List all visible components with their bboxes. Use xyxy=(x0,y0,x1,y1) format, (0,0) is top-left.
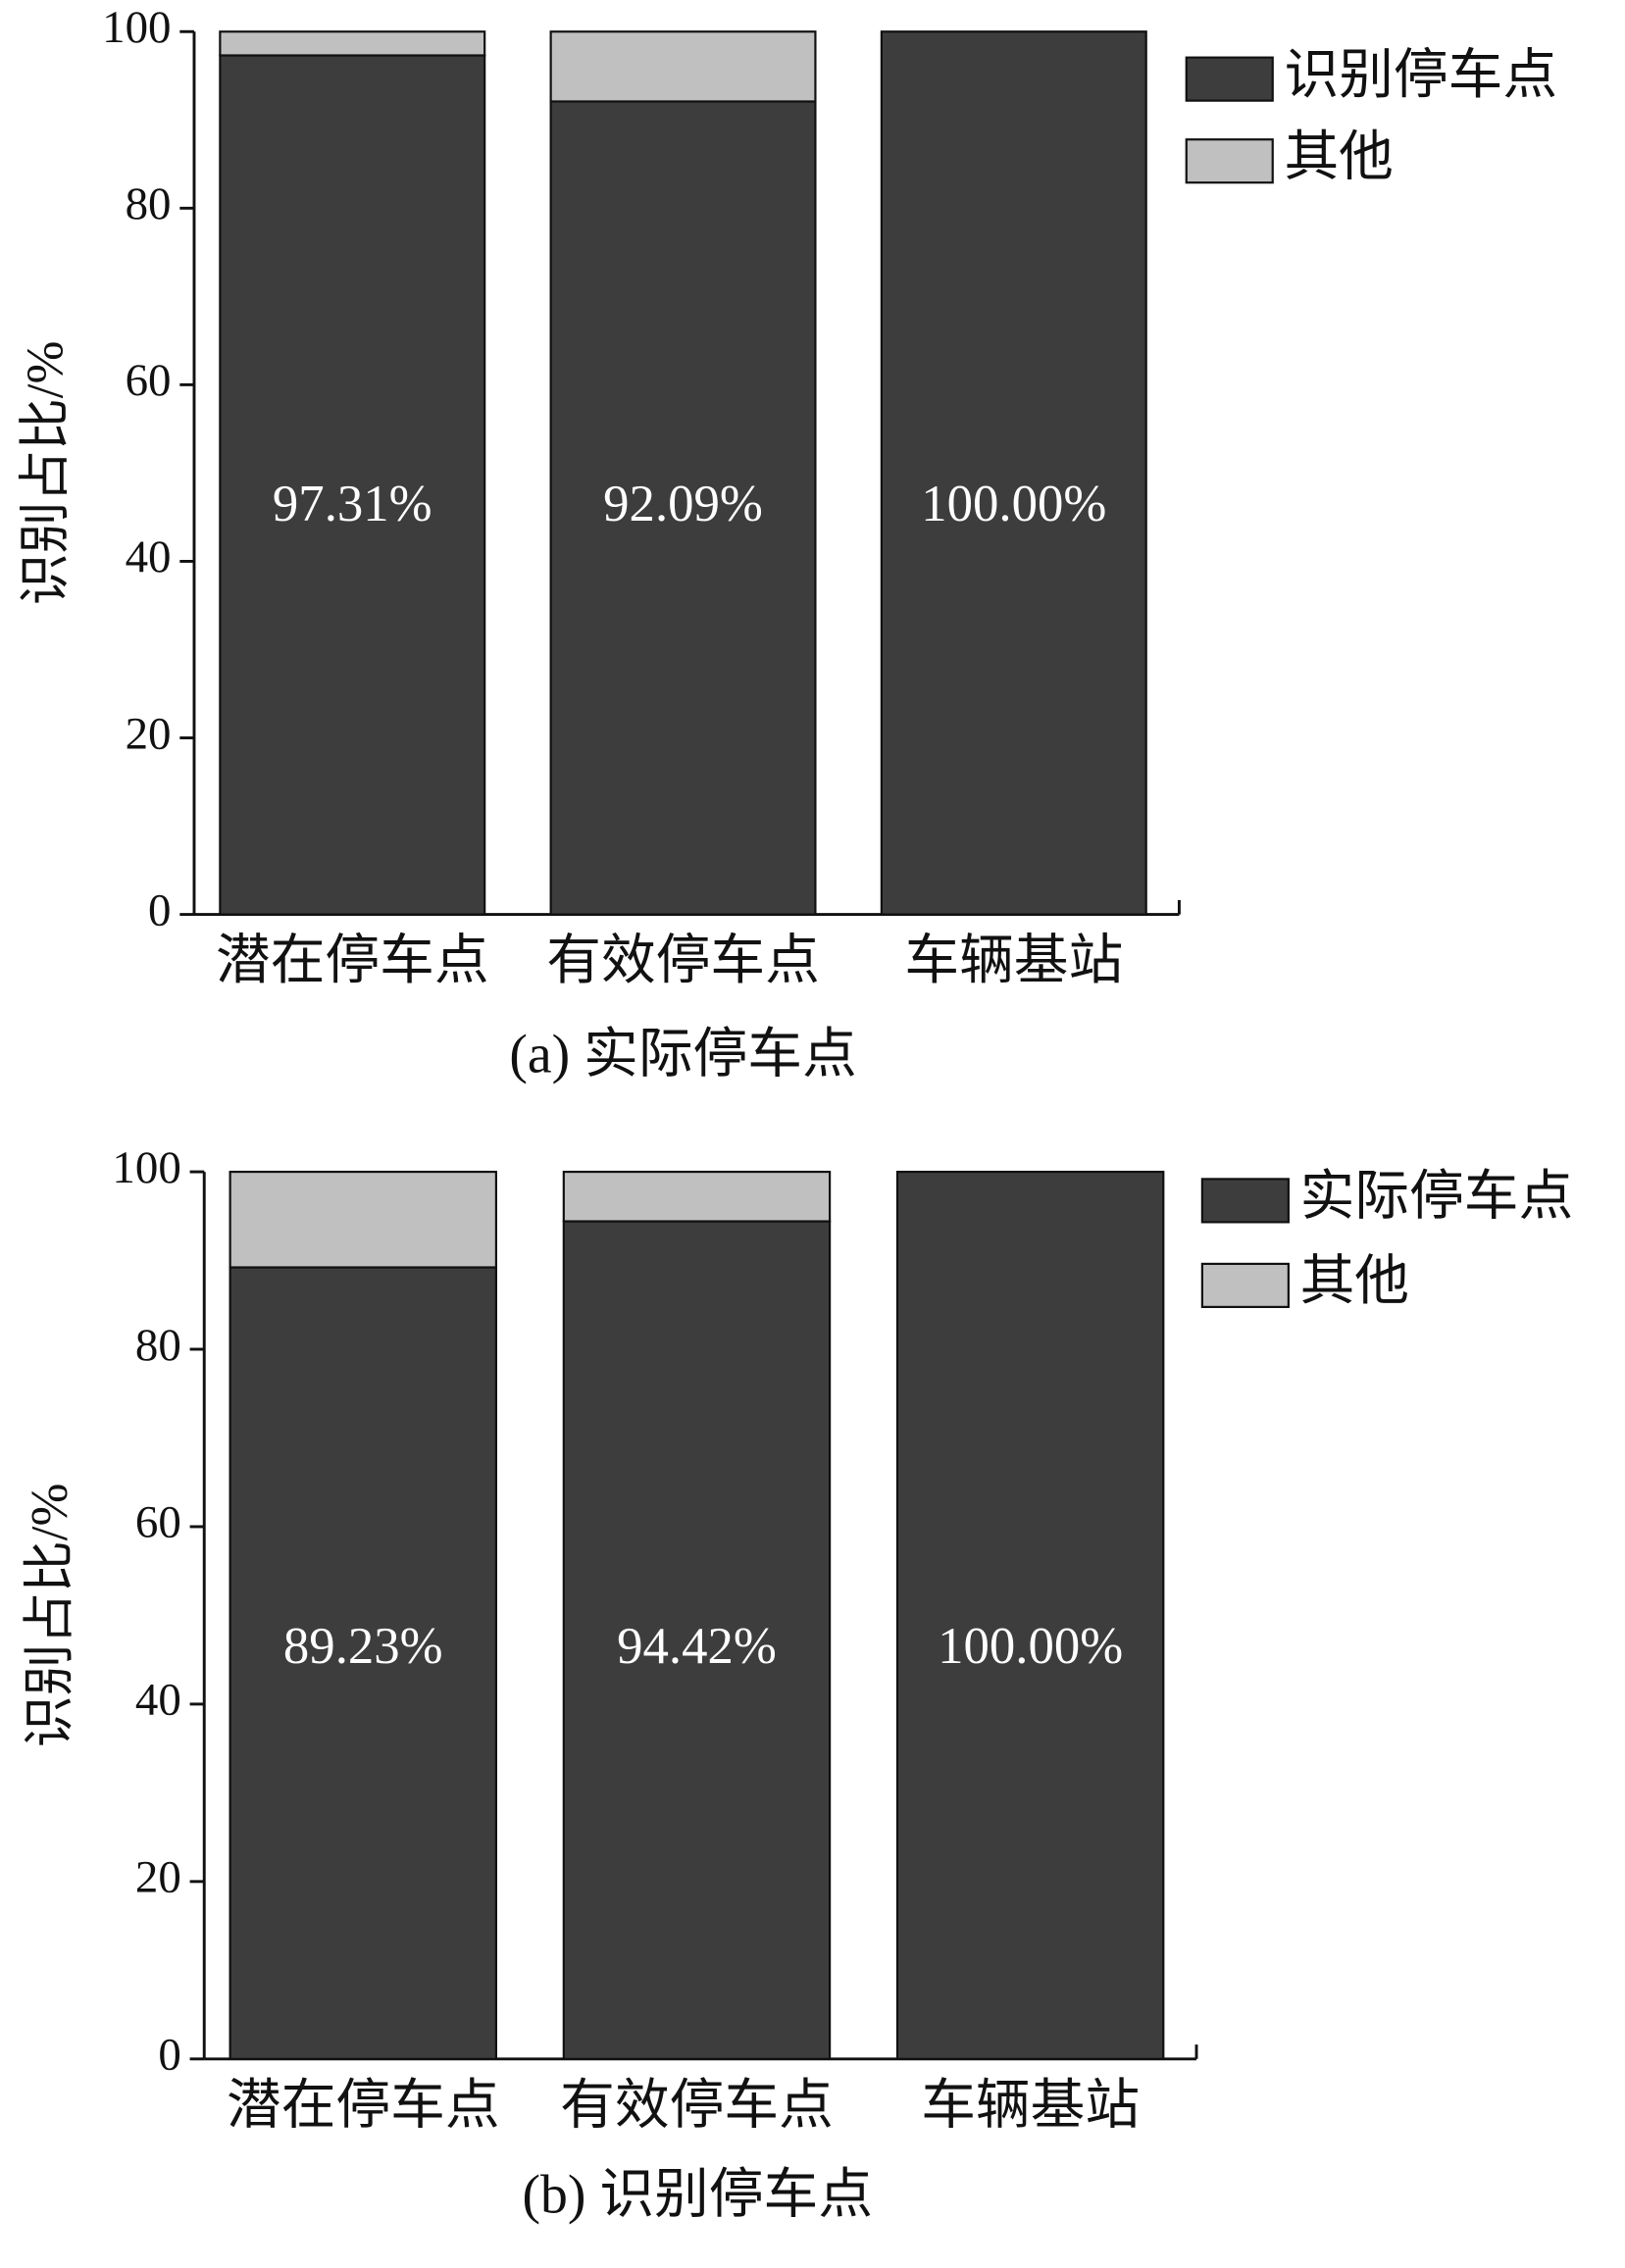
y-tick-label: 40 xyxy=(135,1675,181,1726)
y-tick-label: 0 xyxy=(158,2030,180,2081)
x-tick-label: 潜在停车点 xyxy=(227,2075,500,2136)
y-tick-label: 20 xyxy=(126,708,172,759)
bar-segment xyxy=(562,1220,832,2060)
legend-label: 其他 xyxy=(1300,1251,1409,1312)
x-tick-label: 有效停车点 xyxy=(560,2075,834,2136)
y-tick-label: 80 xyxy=(126,178,172,229)
value-label: 94.42% xyxy=(617,1618,777,1675)
x-tick-label: 有效停车点 xyxy=(546,931,820,991)
bar-segment xyxy=(562,1170,832,1223)
value-label: 89.23% xyxy=(283,1618,443,1675)
legend-label: 实际停车点 xyxy=(1300,1167,1574,1228)
x-tick-label: 车辆基站 xyxy=(904,931,1123,991)
y-tick-label: 80 xyxy=(135,1320,181,1371)
bar-segment xyxy=(219,54,486,916)
y-tick-label: 60 xyxy=(135,1497,181,1548)
legend-swatch xyxy=(1185,56,1274,102)
caption: (b) 识别停车点 xyxy=(522,2164,873,2225)
legend-swatch xyxy=(1200,1178,1290,1224)
y-axis-label: 识别占比/% xyxy=(22,1484,78,1748)
y-tick-label: 40 xyxy=(126,531,172,582)
y-tick-label: 100 xyxy=(112,1142,180,1193)
bar-segment xyxy=(219,30,486,57)
value-label: 100.00% xyxy=(921,476,1106,532)
legend-swatch xyxy=(1185,138,1274,184)
bar-segment xyxy=(229,1170,498,1269)
legend-label: 其他 xyxy=(1284,126,1393,187)
x-tick-label: 潜在停车点 xyxy=(216,931,489,991)
y-tick-label: 0 xyxy=(148,884,171,935)
caption: (a) 实际停车点 xyxy=(509,1024,856,1084)
bar-segment xyxy=(895,1170,1165,2060)
y-tick-label: 60 xyxy=(126,355,172,406)
y-tick-label: 20 xyxy=(135,1852,181,1903)
value-label: 100.00% xyxy=(938,1618,1123,1675)
x-tick-label: 车辆基站 xyxy=(921,2075,1140,2136)
value-label: 97.31% xyxy=(273,476,432,532)
bar-segment xyxy=(880,30,1147,916)
bar-segment xyxy=(549,100,817,916)
value-label: 92.09% xyxy=(603,476,763,532)
legend-label: 识别停车点 xyxy=(1284,45,1557,106)
legend-swatch xyxy=(1200,1262,1290,1309)
bar-segment xyxy=(549,30,817,103)
y-axis-label: 识别占比/% xyxy=(17,341,74,606)
y-tick-label: 100 xyxy=(102,2,171,53)
